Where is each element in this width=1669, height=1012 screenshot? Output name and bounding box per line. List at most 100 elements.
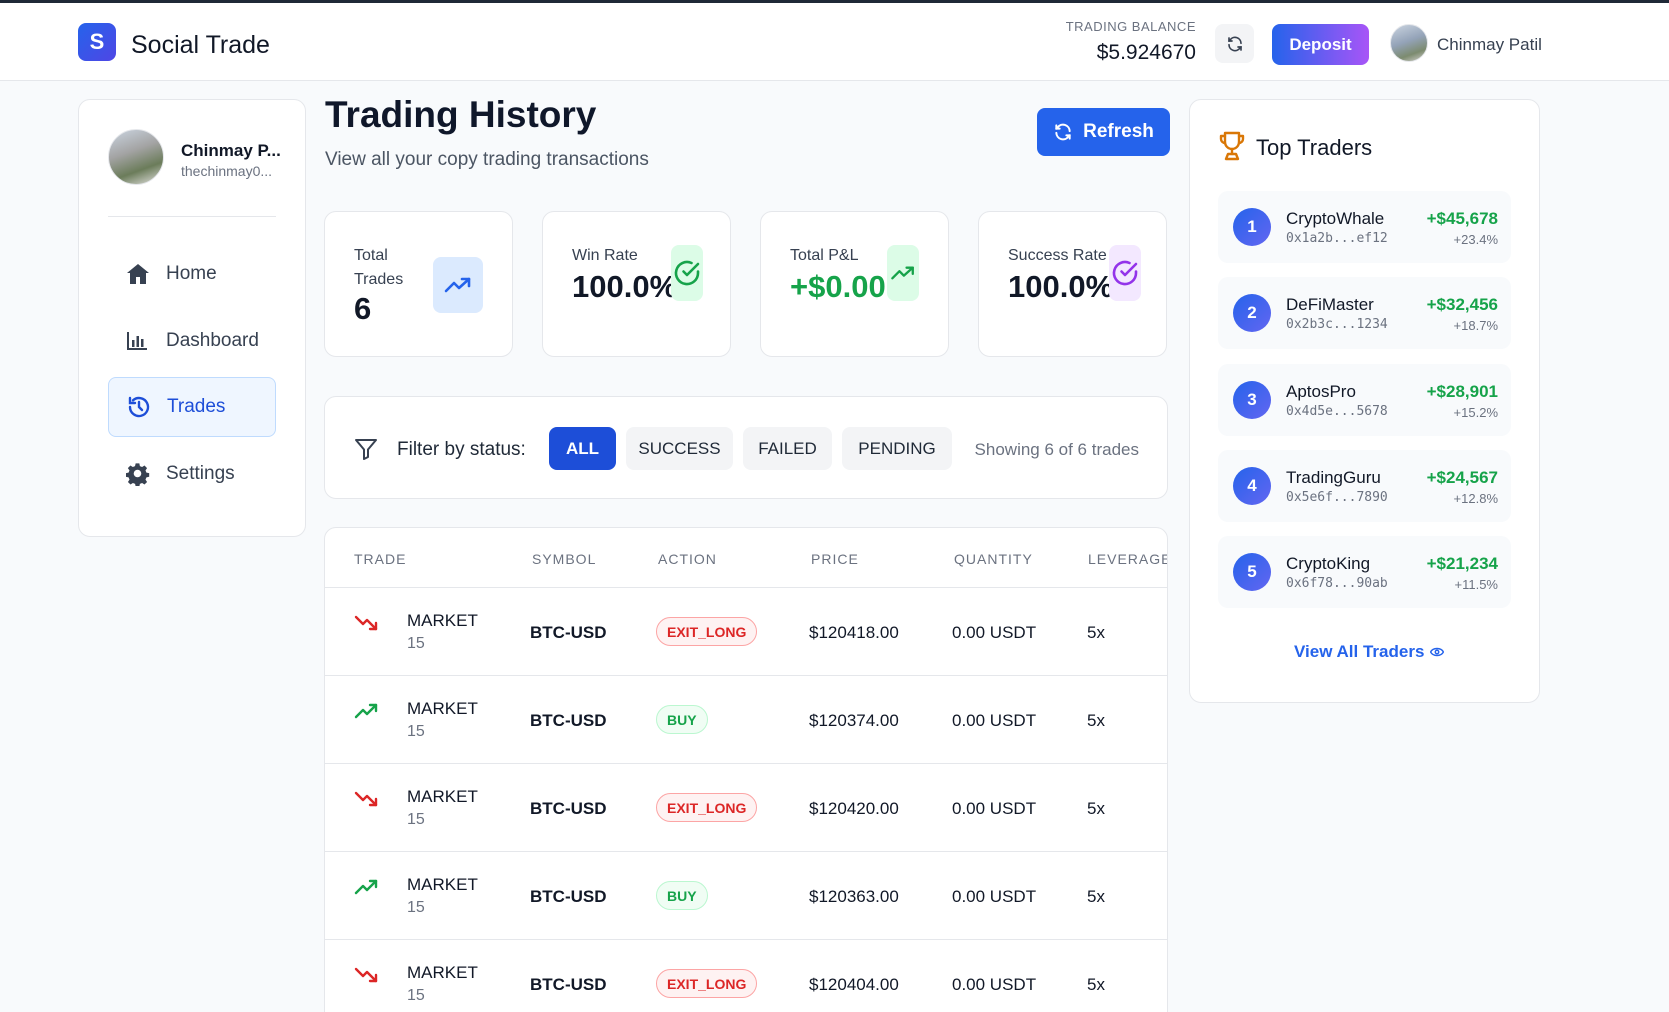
action-badge: BUY <box>656 705 708 734</box>
sidebar-item-dashboard[interactable]: Dashboard <box>108 311 276 371</box>
trader-name: CryptoKing <box>1286 554 1371 573</box>
table-row[interactable]: MARKET 15 BTC-USD EXIT_LONG $120418.00 0… <box>325 587 1167 675</box>
trade-leverage: 5x <box>1087 623 1105 642</box>
stat-value: 100.0% <box>1008 269 1114 304</box>
page-subtitle: View all your copy trading transactions <box>325 149 649 170</box>
balance-label: TRADING BALANCE <box>1065 19 1196 34</box>
rank-badge: 2 <box>1233 294 1271 332</box>
home-icon <box>126 262 154 286</box>
trade-price: $120418.00 <box>809 623 899 642</box>
action-badge: EXIT_LONG <box>656 617 758 646</box>
sidebar-item-home[interactable]: Home <box>108 244 276 304</box>
app-logo[interactable]: S <box>78 23 116 61</box>
sidebar-item-settings[interactable]: Settings <box>108 444 276 504</box>
logo-letter: S <box>89 29 105 54</box>
trade-number: 15 <box>407 723 425 740</box>
top-traders-title: Top Traders <box>1256 135 1373 160</box>
filter-chip-all[interactable]: ALL <box>549 427 616 470</box>
trade-price: $120404.00 <box>809 975 899 994</box>
sidebar-divider <box>108 216 276 217</box>
refresh-button[interactable]: Refresh <box>1037 108 1170 156</box>
stat-value: 6 <box>354 291 372 326</box>
filter-chip-failed[interactable]: FAILED <box>743 427 832 470</box>
deposit-button[interactable]: Deposit <box>1272 24 1369 65</box>
profile-avatar <box>108 129 164 185</box>
trader-pnl: +$21,234 <box>1426 554 1498 573</box>
trade-number: 15 <box>407 635 425 652</box>
column-header-symbol[interactable]: SYMBOL <box>532 551 597 567</box>
trader-card[interactable]: 1 CryptoWhale 0x1a2b...ef12 +$45,678 +23… <box>1218 191 1511 263</box>
column-header-quantity[interactable]: QUANTITY <box>954 551 1033 567</box>
trade-price: $120420.00 <box>809 799 899 818</box>
filter-chip-success[interactable]: SUCCESS <box>626 427 733 470</box>
rank-badge: 4 <box>1233 467 1271 505</box>
rank-badge: 1 <box>1233 208 1271 246</box>
check-circle-icon <box>671 245 703 301</box>
trade-symbol: BTC-USD <box>530 887 607 906</box>
trending-up-icon <box>887 245 919 301</box>
table-row[interactable]: MARKET 15 BTC-USD BUY $120363.00 0.00 US… <box>325 851 1167 939</box>
action-badge: BUY <box>656 881 708 910</box>
profile-name: Chinmay P... <box>181 141 281 160</box>
trader-card[interactable]: 4 TradingGuru 0x5e6f...7890 +$24,567 +12… <box>1218 450 1511 522</box>
table-row[interactable]: MARKET 15 BTC-USD EXIT_LONG $120404.00 0… <box>325 939 1167 1012</box>
refresh-icon <box>1055 123 1071 141</box>
trader-percent: +11.5% <box>1454 577 1499 592</box>
trade-symbol: BTC-USD <box>530 623 607 642</box>
sidebar: Chinmay P... thechinmay0... Home Dashboa… <box>78 99 306 537</box>
view-all-label: View All Traders <box>1294 642 1425 661</box>
column-header-trade[interactable]: TRADE <box>354 551 407 567</box>
sidebar-item-label: Home <box>166 263 217 284</box>
stat-value: +$0.00 <box>790 269 886 304</box>
bar-chart-icon <box>126 329 154 353</box>
user-avatar[interactable] <box>1390 24 1428 62</box>
sidebar-item-trades[interactable]: Trades <box>108 377 276 437</box>
trade-leverage: 5x <box>1087 887 1105 906</box>
trader-pnl: +$45,678 <box>1426 209 1498 228</box>
sidebar-item-label: Dashboard <box>166 330 259 351</box>
trade-number: 15 <box>407 987 425 1004</box>
trending-up-icon <box>354 703 378 719</box>
trader-name: CryptoWhale <box>1286 209 1385 228</box>
trade-type: MARKET <box>407 699 478 718</box>
trade-type: MARKET <box>407 963 478 982</box>
sidebar-item-label: Settings <box>166 463 235 484</box>
refresh-icon <box>1227 36 1242 51</box>
trade-quantity: 0.00 USDT <box>952 887 1037 906</box>
column-header-price[interactable]: PRICE <box>811 551 859 567</box>
profile-handle: thechinmay0... <box>181 163 273 179</box>
filter-label: Filter by status: <box>397 439 526 460</box>
app-title[interactable]: Social Trade <box>131 31 270 59</box>
refresh-balance-button[interactable] <box>1215 24 1254 63</box>
column-header-leverage[interactable]: LEVERAGE <box>1088 551 1168 567</box>
trader-percent: +18.7% <box>1453 318 1498 333</box>
user-name[interactable]: Chinmay Patil <box>1437 35 1542 54</box>
view-all-traders-link[interactable]: View All Traders <box>1294 642 1445 662</box>
filter-chip-pending[interactable]: PENDING <box>842 427 952 470</box>
trade-quantity: 0.00 USDT <box>952 799 1037 818</box>
trader-card[interactable]: 5 CryptoKing 0x6f78...90ab +$21,234 +11.… <box>1218 536 1511 608</box>
trader-pnl: +$24,567 <box>1426 468 1498 487</box>
column-header-action[interactable]: ACTION <box>658 551 717 567</box>
trader-percent: +23.4% <box>1453 232 1498 247</box>
trader-card[interactable]: 3 AptosPro 0x4d5e...5678 +$28,901 +15.2% <box>1218 364 1511 436</box>
trophy-icon <box>1219 131 1245 161</box>
refresh-label: Refresh <box>1083 121 1154 142</box>
trending-down-icon <box>354 791 378 807</box>
trending-up-icon <box>433 257 483 313</box>
trending-down-icon <box>354 967 378 983</box>
gear-icon <box>126 462 154 486</box>
trending-up-icon <box>354 879 378 895</box>
check-circle-icon <box>1109 245 1141 301</box>
trade-symbol: BTC-USD <box>530 711 607 730</box>
trade-type: MARKET <box>407 875 478 894</box>
trader-pnl: +$32,456 <box>1426 295 1498 314</box>
stat-card-success-rate: Success Rate 100.0% <box>978 211 1167 357</box>
table-row[interactable]: MARKET 15 BTC-USD BUY $120374.00 0.00 US… <box>325 675 1167 763</box>
trade-price: $120374.00 <box>809 711 899 730</box>
trader-card[interactable]: 2 DeFiMaster 0x2b3c...1234 +$32,456 +18.… <box>1218 277 1511 349</box>
trending-down-icon <box>354 615 378 631</box>
trade-quantity: 0.00 USDT <box>952 623 1037 642</box>
table-row[interactable]: MARKET 15 BTC-USD EXIT_LONG $120420.00 0… <box>325 763 1167 851</box>
rank-badge: 3 <box>1233 381 1271 419</box>
